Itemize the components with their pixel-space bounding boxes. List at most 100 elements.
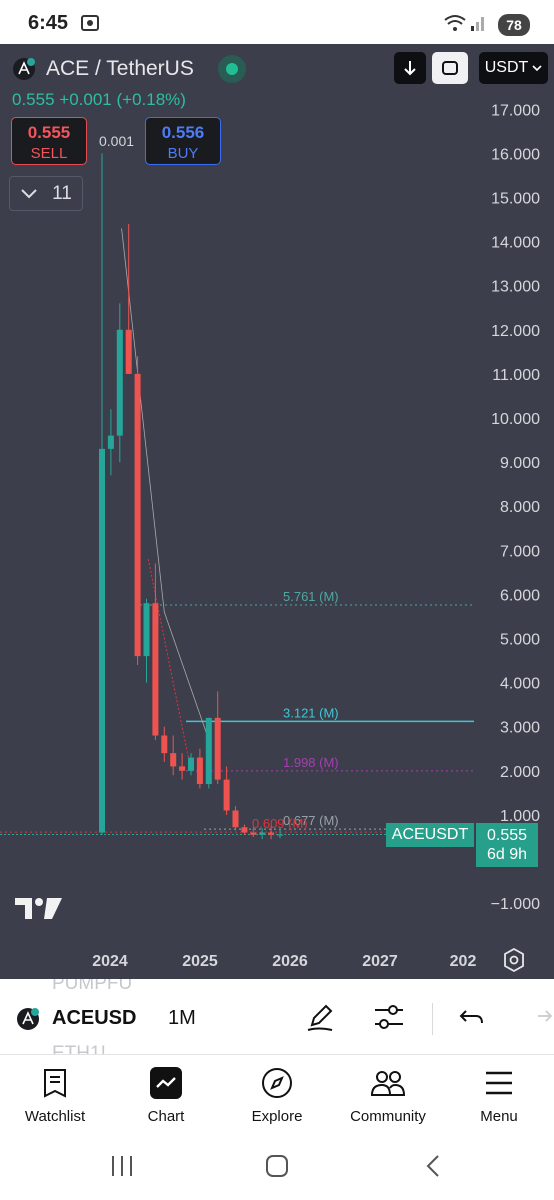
recent-apps-icon [112, 1156, 132, 1176]
indicators-button[interactable] [372, 1001, 406, 1038]
nav-label: Watchlist [24, 1108, 86, 1125]
nav-chart[interactable]: Chart [111, 1064, 221, 1125]
candle-body [188, 757, 194, 771]
back-button[interactable] [424, 1154, 442, 1183]
sell-price: 0.555 [27, 123, 71, 142]
last-price: 0.555 [12, 90, 55, 109]
level-label: 1.998 (M) [283, 755, 339, 770]
watchlist-icon [44, 1069, 66, 1098]
price-axis-label: 4.000 [500, 676, 540, 693]
price-axis-label: 14.000 [491, 235, 540, 252]
time-axis-label: 2027 [362, 953, 398, 970]
symbol-price-tag: ACEUSDT [386, 823, 474, 847]
candle-body [179, 766, 186, 771]
candle-body [107, 435, 114, 449]
nav-label: Explore [251, 1108, 303, 1125]
price-axis-label: 16.000 [491, 146, 540, 163]
sell-button[interactable]: 0.555 SELL [11, 117, 87, 165]
community-icon [370, 1071, 406, 1096]
chart-toolbar: PUMPFU ETH1! ACEUSD 1M [0, 979, 554, 1055]
price-axis-label: 1.000 [500, 808, 540, 825]
fullscreen-button[interactable] [432, 52, 468, 84]
candle-body [99, 448, 105, 833]
nav-watchlist[interactable]: Watchlist [0, 1064, 110, 1125]
level-label: 0.677 (M) [283, 813, 339, 828]
watchlist-ghost-below: ETH1! [52, 1043, 106, 1055]
last-price-tag: 0.555 6d 9h [476, 823, 538, 867]
gear-icon [504, 947, 524, 973]
undo-button[interactable] [458, 1001, 486, 1038]
trend-line [121, 228, 210, 741]
compass-icon [262, 1068, 292, 1098]
toolbar-separator [432, 1003, 433, 1035]
signal-icon [470, 14, 486, 37]
system-navigation [0, 1138, 554, 1200]
symbol-title[interactable]: ACE / TetherUS [46, 57, 194, 80]
price-axis-label: 7.000 [500, 543, 540, 560]
home-button[interactable] [265, 1154, 289, 1183]
download-button[interactable] [394, 52, 426, 84]
chevron-down-icon [532, 65, 542, 72]
redo-button[interactable] [532, 1001, 554, 1038]
candle-body [205, 717, 212, 785]
home-icon [266, 1155, 288, 1177]
candle-body [152, 603, 159, 736]
indicators-toggle[interactable]: 11 [9, 176, 83, 211]
level-label: 0.609 (M) [252, 816, 308, 831]
nav-community[interactable]: Community [333, 1064, 443, 1125]
time-axis-label: 2026 [272, 953, 308, 970]
bar-countdown: 6d 9h [486, 846, 528, 863]
currency-selector[interactable]: USDT [479, 52, 548, 84]
candle-body [161, 735, 168, 754]
price-summary: 0.555 +0.001 (+0.18%) [12, 90, 186, 110]
nav-explore[interactable]: Explore [222, 1064, 332, 1125]
nav-label: Community [350, 1108, 426, 1125]
nav-menu[interactable]: Menu [444, 1064, 554, 1125]
buy-price: 0.556 [161, 123, 205, 142]
status-bar: 6:45 78 [0, 0, 554, 44]
tag-price-value: 0.555 [486, 827, 528, 844]
interval-selector[interactable]: 1M [168, 1007, 196, 1029]
nav-label: Menu [480, 1108, 518, 1125]
bottom-navigation: Watchlist Chart Explore Community Menu [0, 1056, 554, 1138]
buy-button[interactable]: 0.556 BUY [145, 117, 221, 165]
price-chart[interactable]: 17.000 16.000 15.000 14.000 13.000 12.000 11.0… [0, 44, 554, 979]
currency-label: USDT [484, 59, 529, 76]
chart-settings-button[interactable] [501, 947, 527, 978]
recent-apps-button[interactable] [110, 1154, 134, 1183]
arrow-down-icon [404, 61, 416, 76]
price-axis-label: 11.000 [492, 367, 540, 384]
candle-body [170, 753, 177, 767]
candle-body [241, 827, 248, 833]
price-axis-label: 17.000 [491, 102, 540, 119]
candle-body [116, 329, 123, 436]
time-axis-label: 2025 [182, 953, 218, 970]
level-label: 5.761 (M) [283, 589, 339, 604]
time-axis-label: 202 [450, 953, 477, 970]
candle-body [134, 373, 141, 657]
tradingview-logo[interactable] [14, 895, 64, 926]
ace-logo-icon [16, 1007, 40, 1031]
pen-icon [307, 1004, 333, 1031]
sell-label: SELL [30, 145, 68, 162]
price-change-pct: (+0.18%) [116, 90, 186, 109]
candle-body [259, 832, 266, 835]
symbol-header[interactable]: ACE / TetherUS [12, 55, 246, 83]
hamburger-menu-icon [486, 1071, 512, 1095]
watchlist-ghost-above: PUMPFU [52, 979, 133, 994]
price-axis-label: 10.000 [491, 411, 540, 428]
sliders-icon [375, 1005, 403, 1029]
chevron-down-icon [21, 188, 37, 198]
battery-indicator: 78 [498, 14, 530, 36]
symbol-selector[interactable]: ACEUSD [52, 1007, 137, 1029]
price-change: +0.001 [59, 90, 112, 109]
screen-record-icon [80, 14, 100, 37]
candle-body [232, 810, 239, 828]
chart-area[interactable]: 17.000 16.000 15.000 14.000 13.000 12.000 11.0… [0, 44, 554, 979]
spread-value: 0.001 [99, 133, 135, 149]
price-axis-label: 15.000 [491, 191, 540, 208]
status-time: 6:45 [28, 12, 69, 34]
candle-body [268, 832, 275, 835]
drawing-tools-button[interactable] [304, 1001, 336, 1038]
candle-body [143, 603, 150, 657]
